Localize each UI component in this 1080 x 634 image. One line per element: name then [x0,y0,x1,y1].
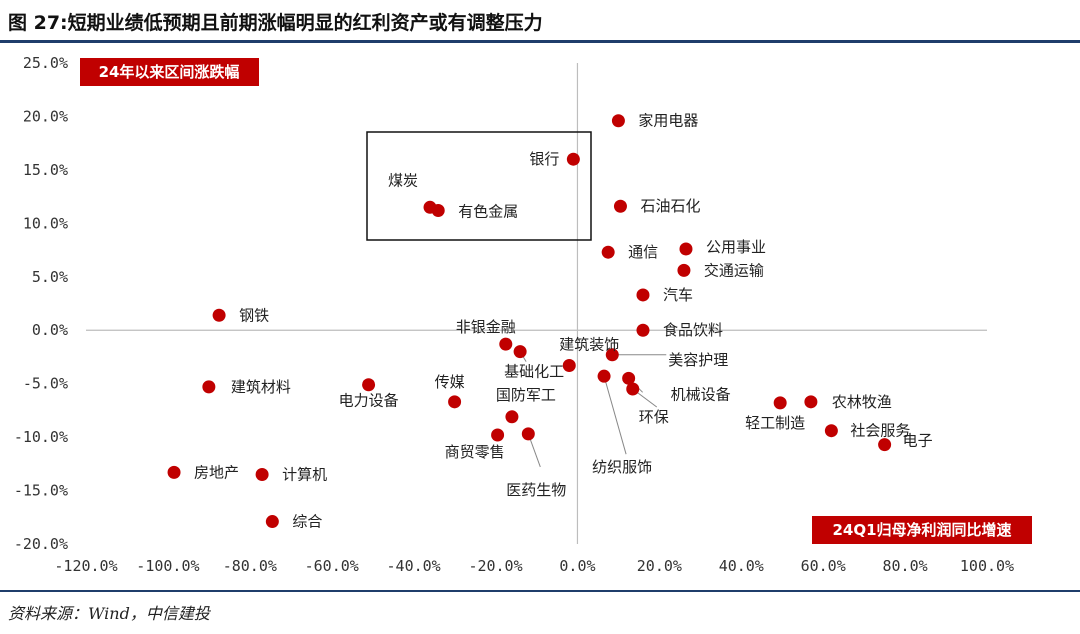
y-tick-label: -20.0% [14,535,68,553]
point-label: 商贸零售 [445,443,505,461]
x-tick-label: -80.0% [223,557,277,575]
point-label: 计算机 [282,466,327,484]
data-point [167,465,181,479]
data-point [824,424,838,438]
data-point [605,348,619,362]
x-tick-label: -20.0% [468,557,522,575]
data-point [601,245,615,259]
point-label: 机械设备 [671,385,731,403]
y-tick-label: 20.0% [23,107,68,125]
scatter-chart: 25.0% 20.0% 15.0% 10.0% 5.0% 0.0% -5.0% -10.0% -… [14,54,1032,575]
y-tick-label: -15.0% [14,482,68,500]
point-label: 环保 [639,408,669,426]
data-point [562,358,576,372]
point-label: 石油石化 [640,197,700,215]
x-tick-label: 60.0% [801,557,846,575]
x-axis-title: 24Q1归母净利润同比增速 [832,521,1011,539]
point-label: 美容护理 [668,351,728,369]
point-label: 通信 [628,243,658,261]
data-point [626,382,640,396]
point-label: 社会服务 [850,422,910,440]
data-point [622,371,636,385]
point-label: 房地产 [194,463,239,481]
x-tick-label: 0.0% [559,557,595,575]
data-point [521,427,535,441]
x-tick-label: 40.0% [719,557,764,575]
x-tick-label: 100.0% [960,557,1014,575]
axes-layer [86,63,987,544]
data-point [265,515,279,529]
point-label: 建筑材料 [231,378,291,396]
point-label: 有色金属 [458,203,518,221]
x-tick-label: 20.0% [637,557,682,575]
data-point [431,204,445,218]
data-point [804,395,818,409]
point-label: 家用电器 [638,112,698,130]
data-point [513,345,527,359]
figure-title: 图 27:短期业绩低预期且前期涨幅明显的红利资产或有调整压力 [8,12,543,34]
x-tick-label: -60.0% [305,557,359,575]
point-label: 医药生物 [506,481,566,499]
data-point [636,288,650,302]
data-point [362,378,376,392]
data-point [202,380,216,394]
y-axis-title-badge: 24年以来区间涨跌幅 [80,58,259,86]
data-points [167,114,892,529]
y-tick-label: 25.0% [23,54,68,72]
data-point [679,242,693,256]
y-tick-label: -5.0% [23,375,68,393]
point-label: 电子 [903,432,933,450]
x-tick-label: 80.0% [883,557,928,575]
data-point [677,263,691,277]
point-label: 纺织服饰 [592,458,652,476]
data-point [636,323,650,337]
point-label: 综合 [292,513,322,531]
data-point [499,337,513,351]
point-label: 食品饮料 [663,321,723,339]
bottom-divider [0,590,1080,592]
data-point [212,308,226,322]
point-label: 基础化工 [504,363,564,381]
highlight-box [366,131,592,241]
data-point [611,114,625,128]
x-axis-title-badge: 24Q1归母净利润同比增速 [812,516,1032,544]
data-point [448,395,462,409]
data-point [597,369,611,383]
point-label: 公用事业 [706,238,766,256]
source-note: 资料来源：Wind，中信建投 [8,604,210,623]
y-tick-label: 0.0% [32,321,68,339]
point-label: 电力设备 [339,392,399,410]
point-label: 农林牧渔 [832,393,892,411]
point-label: 煤炭 [388,171,418,189]
tick-labels: 25.0% 20.0% 15.0% 10.0% 5.0% 0.0% -5.0% -10.0% -… [14,54,1014,575]
point-label: 钢铁 [239,306,269,324]
x-tick-label: -100.0% [136,557,199,575]
point-label: 轻工制造 [745,414,805,432]
data-point [878,438,892,452]
point-label: 非银金融 [456,318,516,336]
leader-line [603,376,627,455]
point-label: 银行 [529,150,559,168]
data-point [613,199,627,213]
data-point [491,428,505,442]
point-label: 建筑装饰 [559,335,619,353]
data-point [773,396,787,410]
x-tick-label: -120.0% [54,557,117,575]
point-label: 国防军工 [496,386,556,404]
y-tick-label: 15.0% [23,161,68,179]
point-label: 交通运输 [704,261,764,279]
y-axis-title: 24年以来区间涨跌幅 [99,63,240,81]
point-label: 汽车 [663,286,693,304]
top-divider [0,40,1080,43]
x-tick-label: -40.0% [387,557,441,575]
y-tick-label: -10.0% [14,428,68,446]
data-point [255,468,269,482]
y-tick-label: 10.0% [23,214,68,232]
data-point [566,152,580,166]
point-label: 传媒 [435,373,465,391]
data-point [505,410,519,424]
y-tick-label: 5.0% [32,268,68,286]
